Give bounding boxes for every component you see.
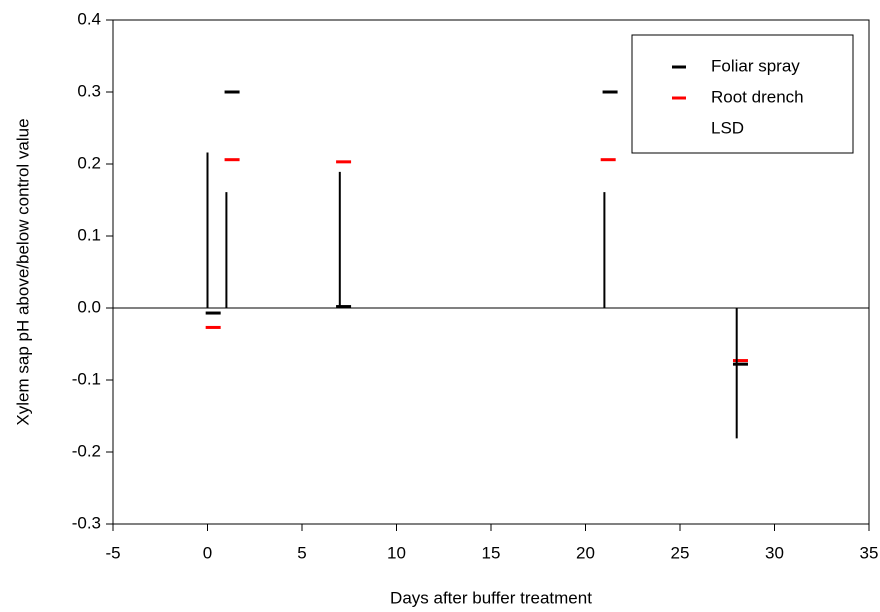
x-tick-label: 10 <box>387 543 406 562</box>
legend-label: Foliar spray <box>711 56 800 75</box>
x-tick-label: 25 <box>671 543 690 562</box>
y-tick-label: 0.3 <box>77 81 101 100</box>
x-tick-label: 35 <box>860 543 879 562</box>
x-tick-label: 30 <box>765 543 784 562</box>
y-tick-label: 0.2 <box>77 153 101 172</box>
legend-label: Root drench <box>711 87 804 106</box>
x-tick-label: 0 <box>203 543 212 562</box>
x-tick-label: 20 <box>576 543 595 562</box>
y-tick-label: 0.4 <box>77 9 101 28</box>
y-tick-label: -0.2 <box>72 441 101 460</box>
y-tick-label: -0.1 <box>72 369 101 388</box>
y-tick-label: 0.0 <box>77 297 101 316</box>
legend-label: LSD <box>711 118 744 137</box>
x-tick-label: 5 <box>297 543 306 562</box>
x-tick-label: 15 <box>482 543 501 562</box>
y-tick-label: -0.3 <box>72 513 101 532</box>
x-tick-label: -5 <box>105 543 120 562</box>
x-axis-label: Days after buffer treatment <box>390 588 592 607</box>
y-axis-label: Xylem sap pH above/below control value <box>13 118 32 425</box>
legend-box <box>631 34 854 154</box>
y-tick-label: 0.1 <box>77 225 101 244</box>
